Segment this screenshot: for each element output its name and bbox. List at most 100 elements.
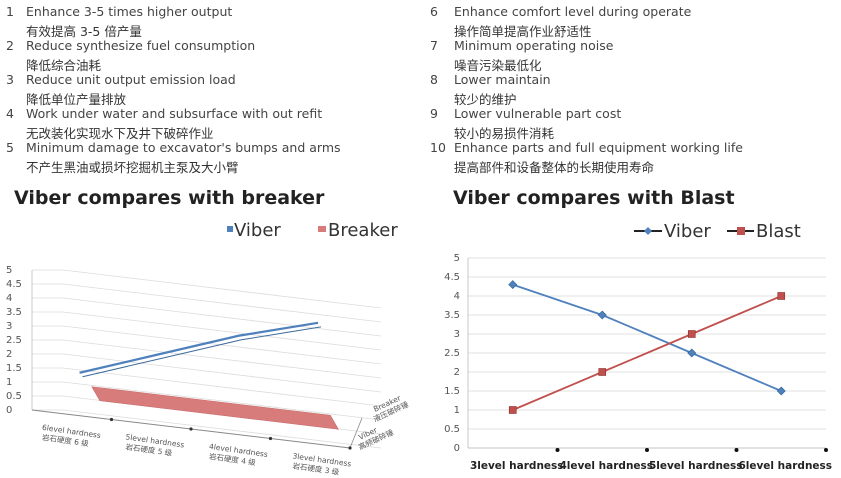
y-tick-label: 3 <box>454 329 460 340</box>
feature-item: 8 Lower maintain 较少的维护 <box>430 72 830 107</box>
feature-item: 7 Minimum operating noise 噪音污染最低化 <box>430 38 830 73</box>
feature-item: 3 Reduce unit output emission load 降低单位产量排… <box>6 72 406 107</box>
gridline <box>32 269 382 309</box>
feature-item: 4 Work under water and subsurface with ou… <box>6 106 406 141</box>
viber-point <box>508 280 518 290</box>
viber-line <box>512 283 782 392</box>
gridline <box>32 311 382 351</box>
y-tick-label: 2.5 <box>444 348 460 359</box>
breaker-ribbon <box>91 386 339 430</box>
viber-point <box>687 348 697 358</box>
feature-text-zh: 提高部件和设备整体的长期使用寿命 <box>454 160 655 175</box>
legend-swatch-breaker <box>318 226 326 232</box>
feature-item: 2 Reduce synthesize fuel consumption 降低综合油… <box>6 38 406 73</box>
y-tick-label: 0.5 <box>6 391 22 402</box>
legend-label-blast: Blast <box>756 221 801 242</box>
y-tick-label: 2.5 <box>6 335 22 346</box>
y-tick-label: 4 <box>454 291 460 302</box>
depth-axis <box>349 417 363 449</box>
legend-label-viber: Viber <box>664 221 711 242</box>
feature-text-en: Reduce unit output emission load <box>26 72 236 87</box>
x-tick-mark <box>824 448 828 452</box>
feature-item: 1 Enhance 3-5 times higher output 有效提高 3-5… <box>6 4 406 39</box>
feature-number: 2 <box>6 38 14 53</box>
feature-text-en: Work under water and subsurface with out… <box>26 106 323 121</box>
feature-number: 5 <box>6 140 14 155</box>
x-tick-mark <box>189 427 193 431</box>
x-tick-mark <box>555 448 560 452</box>
y-tick-label: 2 <box>454 367 460 378</box>
x-tick-mark <box>348 446 352 450</box>
gridline <box>32 409 382 449</box>
chart-title-breaker: Viber compares with breaker <box>14 187 325 209</box>
gridline <box>32 297 382 337</box>
y-tick-label: 0 <box>454 443 460 454</box>
y-tick-label: 0 <box>6 405 12 416</box>
blast-point <box>598 368 607 376</box>
feature-list-right: 6 Enhance comfort level during operate 操作简… <box>430 4 830 175</box>
y-tick-label: 5 <box>454 253 460 264</box>
y-tick-label: 1.5 <box>6 363 22 374</box>
y-tick-label: 1.5 <box>444 386 460 397</box>
feature-text-en: Lower vulnerable part cost <box>454 106 622 121</box>
x-tick-label: 6level hardness <box>738 460 832 472</box>
feature-item: 5 Minimum damage to excavator's bumps and… <box>6 140 406 175</box>
legend-swatch-viber <box>227 226 233 232</box>
feature-text-zh: 无改装化实现水下及井下破碎作业 <box>26 126 214 141</box>
feature-number: 1 <box>6 4 14 19</box>
feature-number: 10 <box>430 140 446 155</box>
feature-text-en: Minimum operating noise <box>454 38 614 53</box>
y-tick-label: 0.5 <box>444 424 460 435</box>
x-tick-label: 4level hardness <box>559 460 653 472</box>
gridline <box>32 339 382 379</box>
blast-line <box>512 295 782 411</box>
feature-text-zh: 不产生黑油或损坏挖掘机主泵及大小臂 <box>26 160 239 175</box>
viber-line-3d-shadow <box>82 326 322 378</box>
feature-text-zh: 操作简单提高作业舒适性 <box>454 24 592 39</box>
feature-number: 4 <box>6 106 14 121</box>
viber-point <box>597 310 607 320</box>
y-tick-label: 4.5 <box>6 279 22 290</box>
y-tick-label: 3.5 <box>6 307 22 318</box>
y-tick-label: 4 <box>6 293 12 304</box>
x-tick-mark <box>645 448 649 452</box>
feature-text-zh: 较小的易损件消耗 <box>454 126 555 141</box>
y-tick-label: 5 <box>6 265 12 276</box>
feature-text-en: Lower maintain <box>454 72 551 87</box>
y-tick-label: 3 <box>6 321 12 332</box>
blast-point <box>508 406 517 414</box>
feature-number: 3 <box>6 72 14 87</box>
y-tick-label: 3.5 <box>444 310 460 321</box>
blast-point <box>777 292 786 300</box>
feature-number: 6 <box>430 4 438 19</box>
feature-text-zh: 噪音污染最低化 <box>454 58 542 73</box>
x-tick-label: 5level hardness <box>649 460 743 472</box>
x-tick-mark <box>109 417 114 422</box>
feature-list-left: 1 Enhance 3-5 times higher output 有效提高 3-5… <box>6 4 406 175</box>
y-tick-label: 2 <box>6 349 12 360</box>
gridline <box>32 353 382 393</box>
feature-text-en: Enhance 3-5 times higher output <box>26 4 233 19</box>
y-tick-label: 1 <box>454 405 460 416</box>
viber-point <box>776 386 786 396</box>
x-tick-mark <box>734 448 739 452</box>
feature-text-en: Reduce synthesize fuel consumption <box>26 38 256 53</box>
chart-title-blast: Viber compares with Blast <box>453 187 735 209</box>
feature-number: 9 <box>430 106 438 121</box>
legend-label-breaker: Breaker <box>328 220 398 241</box>
feature-number: 8 <box>430 72 438 87</box>
y-tick-label: 1 <box>6 377 12 388</box>
feature-text-zh: 降低综合油耗 <box>26 58 102 73</box>
blast-point <box>687 330 696 338</box>
feature-text-en: Enhance parts and full equipment working… <box>454 140 743 155</box>
legend-marker-blast <box>737 227 745 235</box>
x-tick-label: 3level hardness <box>470 460 564 472</box>
feature-number: 7 <box>430 38 438 53</box>
feature-text-zh: 降低单位产量排放 <box>26 92 127 107</box>
feature-item: 9 Lower vulnerable part cost 较小的易损件消耗 <box>430 106 830 141</box>
gridline <box>32 283 382 323</box>
viber-line-3d <box>79 321 319 374</box>
gridline <box>32 381 382 421</box>
feature-item: 6 Enhance comfort level during operate 操作简… <box>430 4 830 39</box>
